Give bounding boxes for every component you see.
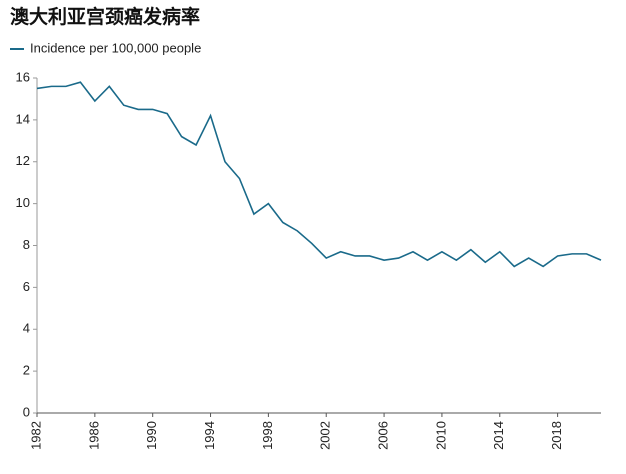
y-tick-label: 12 [16,153,30,168]
y-tick-label: 14 [16,111,30,126]
y-tick-label: 0 [23,404,30,419]
x-tick-label: 1982 [28,421,43,450]
x-tick-label: 2010 [433,421,448,450]
y-tick-label: 4 [23,321,30,336]
x-tick-label: 1994 [202,421,217,450]
y-tick-label: 10 [16,195,30,210]
data-line [36,81,602,268]
x-tick-label: 1990 [144,421,159,450]
y-tick-label: 6 [23,279,30,294]
x-tick-label: 2014 [491,421,506,450]
legend-label: Incidence per 100,000 people [30,40,201,55]
y-tick-label: 2 [23,363,30,378]
x-tick-label: 1986 [86,421,101,450]
x-tick-label: 2006 [376,421,391,450]
y-tick-label: 8 [23,237,30,252]
y-tick-label: 16 [16,69,30,84]
x-tick-label: 2002 [318,421,333,450]
chart-title: 澳大利亚宫颈癌发病率 [10,5,200,28]
x-tick-label: 1998 [260,421,275,450]
x-tick-label: 2018 [549,421,564,450]
